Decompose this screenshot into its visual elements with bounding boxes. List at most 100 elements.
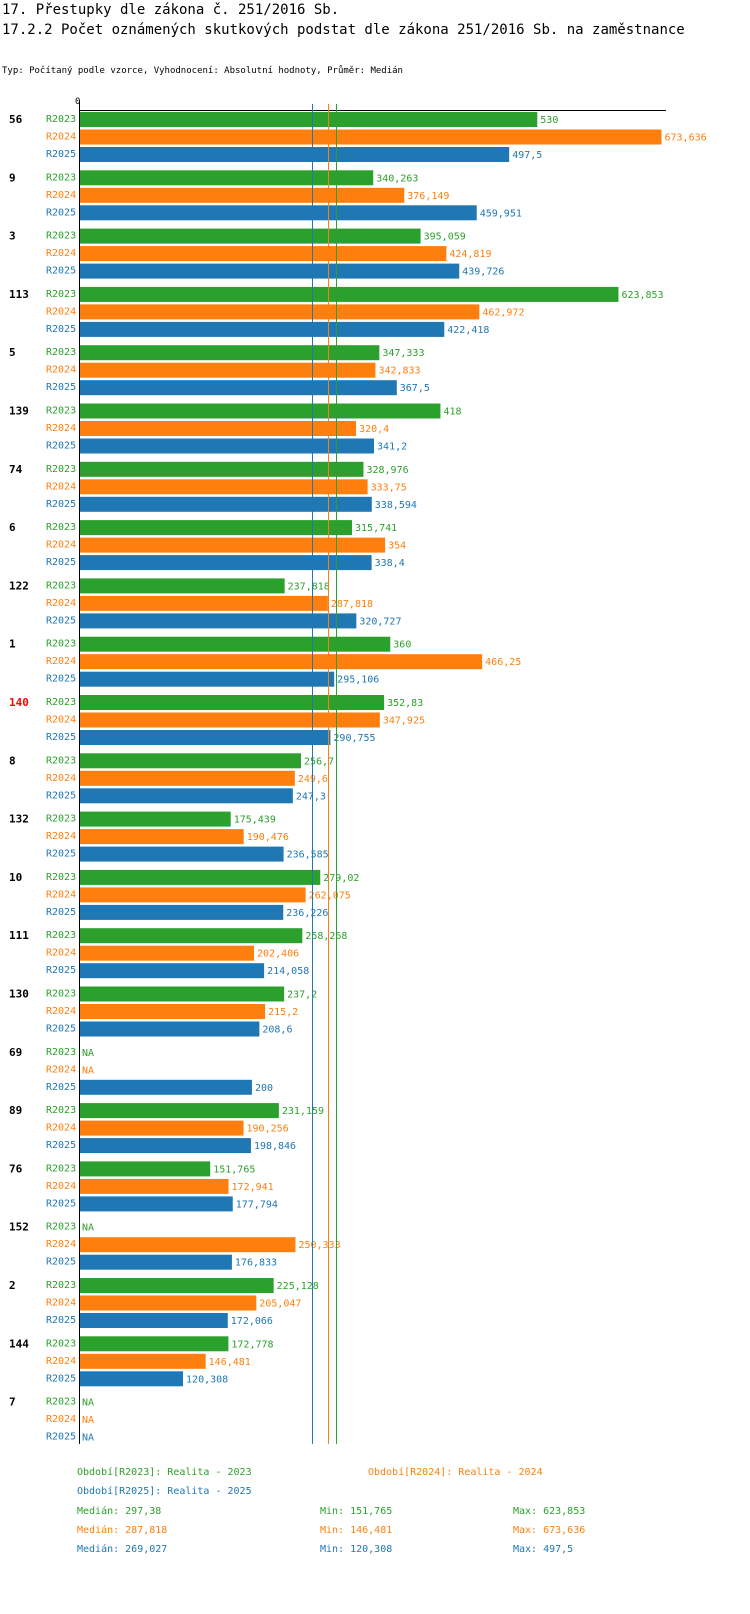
value-label-74-R2024: 333,75: [371, 482, 407, 493]
series-label-76-R2025: R2025: [46, 1198, 76, 1209]
series-label-152-R2024: R2024: [46, 1239, 76, 1250]
bar-9-R2025: [80, 205, 477, 221]
category-label-76: 76: [9, 1162, 23, 1175]
series-label-132-R2024: R2024: [46, 831, 76, 842]
series-label-6-R2025: R2025: [46, 557, 76, 568]
chart-title: 17. Přestupky dle zákona č. 251/2016 Sb.: [2, 2, 340, 18]
series-label-111-R2023: R2023: [46, 930, 76, 941]
series-label-89-R2025: R2025: [46, 1140, 76, 1151]
x-tick-label: 0: [75, 97, 80, 107]
series-label-8-R2025: R2025: [46, 790, 76, 801]
series-label-69-R2025: R2025: [46, 1082, 76, 1093]
series-label-122-R2025: R2025: [46, 615, 76, 626]
value-label-144-R2023: 172,778: [231, 1339, 273, 1350]
series-label-8-R2023: R2023: [46, 755, 76, 766]
value-label-3-R2023: 395,059: [424, 232, 466, 243]
value-label-9-R2023: 340,263: [376, 173, 418, 184]
bar-2-R2025: [80, 1313, 228, 1328]
value-label-1-R2023: 360: [393, 640, 411, 651]
bar-139-R2025: [80, 438, 375, 454]
series-label-152-R2025: R2025: [46, 1257, 76, 1268]
series-label-9-R2025: R2025: [46, 207, 76, 218]
series-label-3-R2025: R2025: [46, 266, 76, 277]
value-label-56-R2025: 497,5: [512, 150, 542, 161]
value-label-10-R2023: 279,02: [323, 873, 359, 884]
value-label-7-R2023: NA: [82, 1398, 94, 1409]
series-label-122-R2023: R2023: [46, 580, 76, 591]
category-label-89: 89: [9, 1104, 22, 1117]
series-label-130-R2023: R2023: [46, 989, 76, 1000]
category-label-130: 130: [9, 988, 29, 1001]
value-label-2-R2024: 205,047: [259, 1299, 301, 1310]
bar-113-R2023: [80, 286, 619, 302]
bar-89-R2023: [80, 1103, 279, 1119]
value-label-122-R2023: 237,818: [288, 581, 330, 592]
value-label-69-R2024: NA: [82, 1065, 94, 1076]
series-label-139-R2025: R2025: [46, 441, 76, 452]
value-label-140-R2024: 347,925: [383, 716, 425, 727]
series-label-74-R2023: R2023: [46, 464, 76, 475]
bar-74-R2024: [80, 479, 368, 495]
series-label-56-R2025: R2025: [46, 149, 76, 160]
value-label-10-R2025: 236,226: [286, 908, 328, 919]
category-label-139: 139: [9, 405, 29, 418]
bar-139-R2023: [80, 403, 441, 419]
bar-56-R2024: [80, 129, 662, 145]
value-label-139-R2025: 341,2: [377, 442, 407, 453]
bar-1-R2024: [80, 654, 483, 670]
value-label-89-R2024: 190,256: [247, 1124, 289, 1135]
bar-69-R2025: [80, 1079, 252, 1095]
value-label-9-R2025: 459,951: [480, 208, 522, 219]
value-label-139-R2024: 320,4: [359, 424, 389, 435]
series-label-113-R2025: R2025: [46, 324, 76, 335]
bar-144-R2025: [80, 1371, 184, 1387]
series-label-1-R2024: R2024: [46, 656, 76, 667]
value-label-132-R2024: 190,476: [247, 832, 289, 843]
category-label-56: 56: [9, 113, 23, 126]
value-label-9-R2024: 376,149: [407, 191, 449, 202]
series-label-144-R2024: R2024: [46, 1356, 76, 1367]
series-label-140-R2025: R2025: [46, 732, 76, 743]
series-label-7-R2023: R2023: [46, 1397, 76, 1408]
series-label-144-R2023: R2023: [46, 1338, 76, 1349]
value-label-113-R2024: 462,972: [482, 307, 524, 318]
series-label-113-R2024: R2024: [46, 306, 76, 317]
legend-period-2025: Období[R2025]: Realita - 2025: [77, 1486, 252, 1497]
value-label-2-R2025: 172,066: [231, 1316, 273, 1327]
value-label-5-R2023: 347,333: [382, 348, 424, 359]
series-label-132-R2023: R2023: [46, 814, 76, 825]
series-label-56-R2024: R2024: [46, 132, 76, 143]
series-label-2-R2024: R2024: [46, 1298, 76, 1309]
series-label-111-R2024: R2024: [46, 948, 76, 959]
series-label-132-R2025: R2025: [46, 849, 76, 860]
value-label-76-R2025: 177,794: [236, 1199, 278, 1210]
series-label-89-R2023: R2023: [46, 1105, 76, 1116]
category-label-111: 111: [9, 929, 29, 942]
value-label-5-R2025: 367,5: [400, 383, 430, 394]
series-label-139-R2024: R2024: [46, 423, 76, 434]
value-label-144-R2024: 146,481: [209, 1357, 251, 1368]
value-label-139-R2023: 418: [443, 407, 461, 418]
category-label-74: 74: [9, 463, 23, 476]
chart-subtitle: 17.2.2 Počet oznámených skutkových podst…: [2, 22, 685, 38]
series-label-7-R2024: R2024: [46, 1414, 76, 1425]
value-label-152-R2024: 250,333: [298, 1240, 340, 1251]
legend-min-2024: Min: 146,481: [320, 1525, 393, 1536]
value-label-132-R2025: 236,585: [287, 850, 329, 861]
series-label-2-R2023: R2023: [46, 1280, 76, 1291]
series-label-1-R2025: R2025: [46, 674, 76, 685]
legend-period-2023: Období[R2023]: Realita - 2023: [77, 1467, 252, 1478]
category-label-7: 7: [9, 1396, 16, 1409]
category-label-152: 152: [9, 1221, 29, 1234]
value-label-122-R2024: 287,818: [331, 599, 373, 610]
series-label-6-R2023: R2023: [46, 522, 76, 533]
series-label-5-R2024: R2024: [46, 365, 76, 376]
legend-min-2025: Min: 120,308: [320, 1544, 393, 1555]
series-label-3-R2024: R2024: [46, 248, 76, 259]
value-label-56-R2024: 673,636: [665, 133, 707, 144]
bar-8-R2023: [80, 753, 301, 769]
series-label-69-R2023: R2023: [46, 1047, 76, 1058]
category-label-122: 122: [9, 579, 29, 592]
series-label-6-R2024: R2024: [46, 540, 76, 551]
